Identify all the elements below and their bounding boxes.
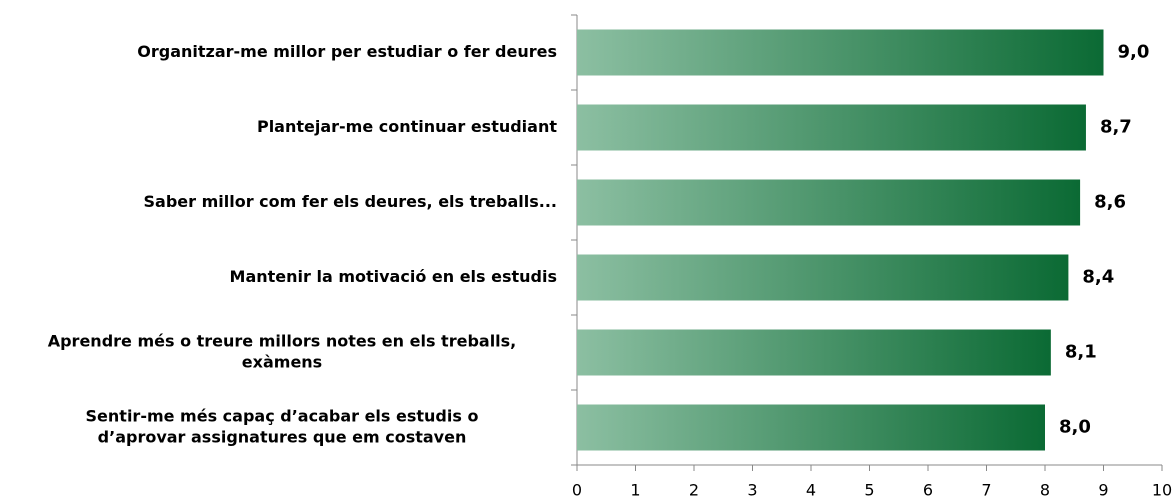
value-label: 8,0 xyxy=(1059,417,1091,438)
category-label: Saber millor com fer els deures, els tre… xyxy=(144,192,558,211)
value-label: 8,6 xyxy=(1094,192,1126,213)
value-label: 8,1 xyxy=(1065,342,1097,363)
bar xyxy=(577,254,1069,301)
x-tick-label: 6 xyxy=(923,481,933,500)
category-label: Mantenir la motivació en els estudis xyxy=(230,267,557,286)
x-tick-label: 0 xyxy=(572,481,582,500)
x-tick-label: 4 xyxy=(806,481,816,500)
category-label: Plantejar-me continuar estudiant xyxy=(257,117,557,136)
category-label: Aprendre més o treure millors notes en e… xyxy=(48,332,517,351)
category-label: Organitzar-me millor per estudiar o fer … xyxy=(137,42,557,61)
x-tick-label: 3 xyxy=(747,481,757,500)
category-label: exàmens xyxy=(242,353,322,372)
bar xyxy=(577,179,1081,226)
x-tick-label: 5 xyxy=(864,481,874,500)
bar xyxy=(577,29,1104,76)
x-tick-label: 1 xyxy=(630,481,640,500)
category-label: Sentir-me més capaç d’acabar els estudis… xyxy=(86,407,479,426)
bar xyxy=(577,404,1045,451)
x-tick-label: 8 xyxy=(1040,481,1050,500)
bar xyxy=(577,104,1086,151)
x-tick-label: 10 xyxy=(1152,481,1172,500)
category-label: d’aprovar assignatures que em costaven xyxy=(98,428,467,447)
value-label: 9,0 xyxy=(1118,42,1150,63)
x-tick-label: 2 xyxy=(689,481,699,500)
value-label: 8,4 xyxy=(1082,267,1114,288)
x-tick-label: 7 xyxy=(981,481,991,500)
bar xyxy=(577,329,1051,376)
x-tick-label: 9 xyxy=(1098,481,1108,500)
value-label: 8,7 xyxy=(1100,117,1132,138)
